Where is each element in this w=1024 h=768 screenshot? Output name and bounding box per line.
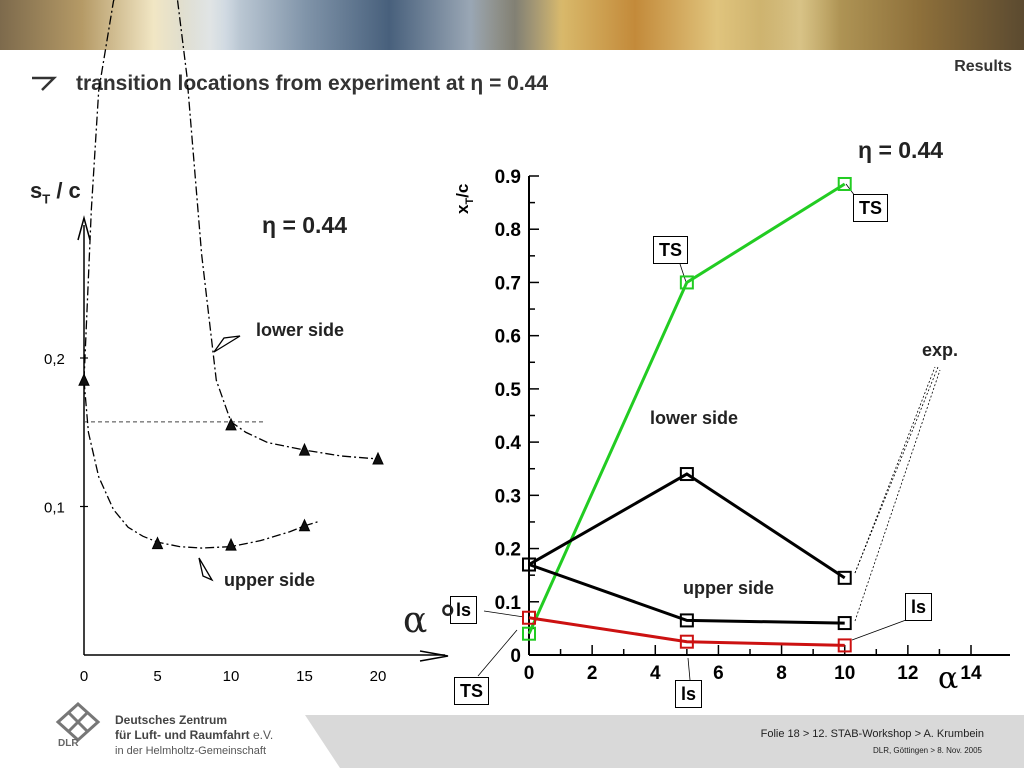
left-upper-marker <box>298 518 311 532</box>
left-upper-marker <box>151 536 164 550</box>
upper-side-label: upper side <box>683 578 775 598</box>
annotation-leader <box>483 610 525 618</box>
x-tick-label: 4 <box>650 663 661 684</box>
series-1-point <box>837 570 852 585</box>
left-x-tick-label: 5 <box>153 668 161 685</box>
series-2-point <box>679 613 694 628</box>
svg-text:DLR: DLR <box>58 738 79 748</box>
annotation-leader <box>854 366 936 574</box>
left-lower-marker <box>298 442 311 456</box>
lower-side-label: lower side <box>650 408 739 428</box>
annotation-leader <box>851 619 907 641</box>
series-2-point <box>837 616 852 631</box>
series-line-1 <box>528 472 846 580</box>
y-tick-label: 0.7 <box>495 273 521 294</box>
header-banner-image <box>0 0 1024 50</box>
left-y-arrow-icon <box>77 215 91 241</box>
slide-title: transition locations from experiment at … <box>76 72 549 95</box>
series-3-point <box>679 634 694 649</box>
location-date: DLR, Göttingen > 8. Nov. 2005 <box>872 746 982 755</box>
left-lower-marker <box>372 451 384 465</box>
right-chart-title: η = 0.44 <box>858 137 944 163</box>
left-upper-curve <box>83 380 320 549</box>
left-x-tick-label: 10 <box>223 668 240 685</box>
x-tick-label: 12 <box>897 663 918 684</box>
x-tick-label: 14 <box>960 663 982 684</box>
exp-label: exp. <box>922 340 959 360</box>
ls-label-right: ls <box>905 593 933 621</box>
series-2-point <box>522 557 536 572</box>
y-tick-label: 0 <box>510 646 521 667</box>
footer-band <box>305 715 1024 768</box>
organization-name: Deutsches Zentrum für Luft- und Raumfahr… <box>115 713 274 757</box>
series-0-point <box>522 626 536 641</box>
annotation-leader <box>854 366 939 574</box>
x-tick-label: 10 <box>834 663 855 684</box>
left-y-tick-label: 0,1 <box>44 500 65 517</box>
left-eta-annotation: η = 0.44 <box>262 212 348 238</box>
ls-label-bottom: ls <box>675 680 703 708</box>
left-lower-curve <box>83 0 379 460</box>
series-line-2 <box>528 563 845 625</box>
left-lower-marker <box>78 373 90 386</box>
left-x-tick-label: 0 <box>80 668 88 685</box>
y-tick-label: 0.6 <box>495 327 521 348</box>
annotation-leader <box>679 263 687 283</box>
series-3-point <box>522 610 536 625</box>
right-line-chart: 0 0.1 0.2 0.3 0.4 0.5 0.6 0.7 0.8 0.9 0 2 4 6 8 10 12 14 x… <box>453 167 1010 696</box>
series-1-point <box>679 467 694 482</box>
series-line-0 <box>527 182 846 635</box>
y-tick-label: 0.3 <box>495 486 521 507</box>
y-tick-label: 0.5 <box>495 380 522 401</box>
left-upper-side-label: upper side <box>224 570 316 590</box>
ts-label-bottom: TS <box>454 677 490 705</box>
annotation-leader <box>687 657 691 681</box>
left-x-arrow-icon <box>419 650 449 662</box>
alpha-degree-label: α ° <box>403 600 457 641</box>
dlr-logo-icon: DLR <box>55 701 101 748</box>
series-0-point <box>837 176 852 191</box>
series-0-point <box>679 275 694 290</box>
series-3-point <box>837 638 852 653</box>
annotation-leader <box>477 629 518 677</box>
left-upper-pointer-icon <box>198 557 214 582</box>
x-tick-label: 8 <box>776 663 787 684</box>
title-bullet-icon <box>32 76 58 91</box>
x-tick-label: 6 <box>713 663 724 684</box>
y-tick-label: 0.8 <box>495 220 521 241</box>
x-tick-label: 2 <box>587 663 598 684</box>
left-upper-marker <box>225 537 237 551</box>
left-x-tick-label: 15 <box>296 668 313 685</box>
ts-label-right: TS <box>853 194 889 222</box>
annotation-leader <box>854 369 941 622</box>
left-y-axis-label: sT / c <box>30 178 81 207</box>
left-lower-marker <box>225 417 237 431</box>
y-tick-label: 0.1 <box>495 593 522 614</box>
y-tick-label: 0.9 <box>495 167 521 188</box>
left-lower-side-label: lower side <box>256 320 345 340</box>
x-tick-label: 0 <box>524 663 535 684</box>
ts-label-mid: TS <box>653 236 689 264</box>
x-axis-title: α <box>938 661 958 696</box>
ls-label-left: ls <box>450 596 478 624</box>
y-tick-label: 0.2 <box>495 540 521 561</box>
section-label: Results <box>954 58 1012 75</box>
slide-info: Folie 18 > 12. STAB-Workshop > A. Krumbe… <box>760 728 984 740</box>
y-tick-label: 0.4 <box>495 433 522 454</box>
left-scanned-figure: 0,2 0,1 0 5 10 15 20 <box>44 0 449 685</box>
left-lower-pointer-icon <box>213 335 241 353</box>
left-x-tick-label: 20 <box>370 668 387 685</box>
series-line-3 <box>528 616 845 647</box>
y-axis-title: xT/c <box>453 184 476 214</box>
left-y-tick-label: 0,2 <box>44 351 65 368</box>
